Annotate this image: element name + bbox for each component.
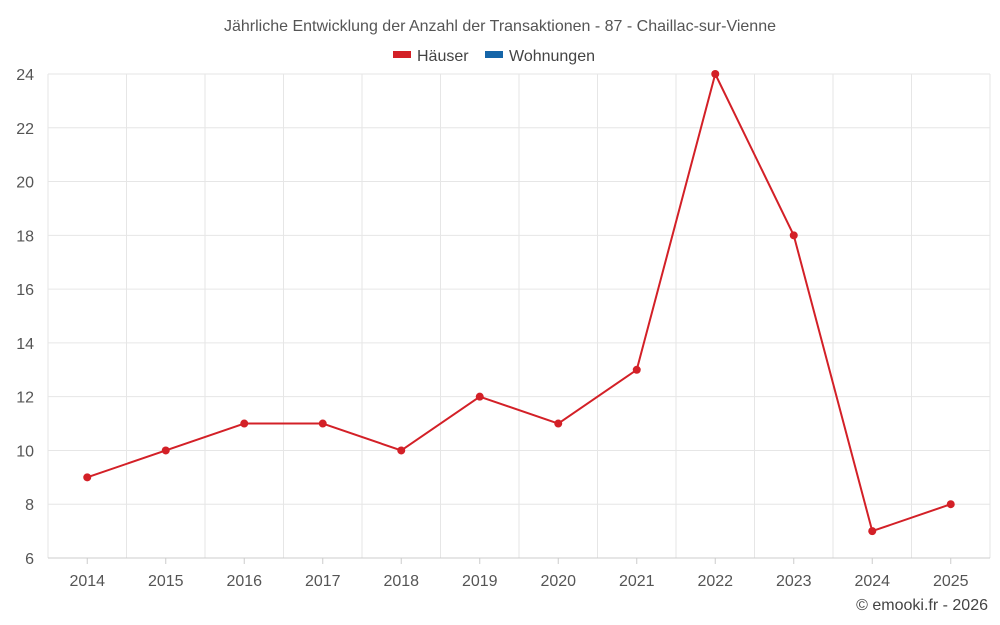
- data-point-haeuser[interactable]: [946, 500, 955, 509]
- y-tick-label: 8: [25, 497, 34, 514]
- data-point-haeuser[interactable]: [161, 446, 170, 455]
- y-tick-label: 24: [16, 67, 34, 84]
- legend-swatch-haeuser: [393, 51, 411, 58]
- y-tick-label: 10: [16, 443, 34, 460]
- legend: Häuser Wohnungen: [393, 48, 595, 65]
- x-tick-label: 2019: [462, 573, 498, 590]
- data-point-haeuser[interactable]: [868, 527, 877, 536]
- x-tick-label: 2015: [148, 573, 184, 590]
- y-tick-label: 18: [16, 228, 34, 245]
- y-tick-label: 12: [16, 390, 34, 407]
- x-tick-label: 2017: [305, 573, 341, 590]
- credit-text: © emooki.fr - 2026: [856, 597, 988, 614]
- data-point-haeuser[interactable]: [711, 70, 720, 78]
- legend-item-wohnungen[interactable]: Wohnungen: [485, 48, 595, 65]
- y-tick-label: 16: [16, 282, 34, 299]
- y-tick-label: 22: [16, 121, 34, 138]
- x-tick-label: 2024: [854, 573, 890, 590]
- chart-title: Jährliche Entwicklung der Anzahl der Tra…: [224, 18, 776, 35]
- x-tick-label: 2023: [776, 573, 812, 590]
- data-point-haeuser[interactable]: [318, 419, 327, 428]
- series-line-haeuser: [86, 73, 952, 533]
- y-tick-label: 20: [16, 175, 34, 192]
- x-tick-label: 2022: [697, 573, 733, 590]
- x-tick-label: 2014: [69, 573, 105, 590]
- data-point-haeuser[interactable]: [397, 446, 406, 455]
- y-tick-label: 6: [25, 551, 34, 568]
- data-point-haeuser[interactable]: [554, 419, 563, 428]
- x-tick-label: 2018: [383, 573, 419, 590]
- y-axis-ticks: 6 8 10 12 14 16 18 20 22 24: [16, 67, 34, 568]
- data-point-haeuser[interactable]: [632, 365, 641, 374]
- legend-swatch-wohnungen: [485, 51, 503, 58]
- x-axis-ticks: 2014 2015 2016 2017 2018 2019 2020 2021 2022 2023…: [69, 558, 969, 590]
- x-tick-label: 2016: [226, 573, 262, 590]
- series-layer: [83, 70, 955, 536]
- x-tick-label: 2021: [619, 573, 655, 590]
- x-tick-label: 2025: [933, 573, 969, 590]
- legend-label-haeuser: Häuser: [417, 48, 469, 65]
- data-point-haeuser[interactable]: [475, 392, 484, 401]
- data-point-haeuser[interactable]: [789, 231, 798, 240]
- legend-item-haeuser[interactable]: Häuser: [393, 48, 469, 65]
- x-gridlines: [47, 74, 991, 558]
- data-point-haeuser[interactable]: [83, 473, 92, 482]
- x-tick-label: 2020: [540, 573, 576, 590]
- y-tick-label: 14: [16, 336, 34, 353]
- data-point-haeuser[interactable]: [240, 419, 249, 428]
- legend-label-wohnungen: Wohnungen: [509, 48, 595, 65]
